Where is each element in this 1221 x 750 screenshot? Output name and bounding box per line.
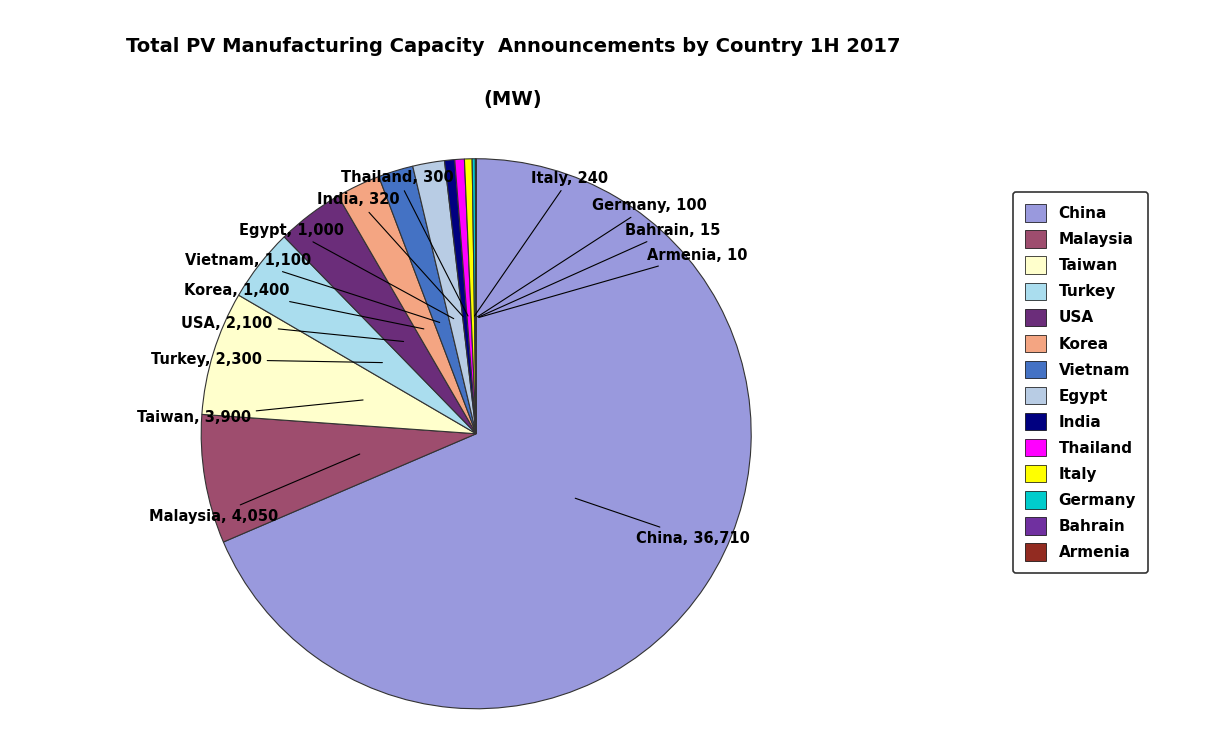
Text: Thailand, 300: Thailand, 300: [342, 170, 468, 316]
Text: Germany, 100: Germany, 100: [477, 198, 707, 316]
Text: Egypt, 1,000: Egypt, 1,000: [239, 223, 454, 319]
Legend: China, Malaysia, Taiwan, Turkey, USA, Korea, Vietnam, Egypt, India, Thailand, It: China, Malaysia, Taiwan, Turkey, USA, Ko…: [1012, 192, 1149, 573]
Wedge shape: [284, 196, 476, 434]
Text: Bahrain, 15: Bahrain, 15: [479, 223, 720, 317]
Text: China, 36,710: China, 36,710: [575, 498, 750, 546]
Text: Vietnam, 1,100: Vietnam, 1,100: [184, 253, 440, 322]
Wedge shape: [473, 159, 476, 434]
Text: Korea, 1,400: Korea, 1,400: [183, 284, 424, 329]
Wedge shape: [444, 160, 476, 434]
Text: Italy, 240: Italy, 240: [475, 170, 608, 316]
Wedge shape: [238, 237, 476, 434]
Wedge shape: [454, 159, 476, 434]
Text: USA, 2,100: USA, 2,100: [181, 316, 404, 341]
Wedge shape: [379, 166, 476, 434]
Text: Taiwan, 3,900: Taiwan, 3,900: [137, 400, 363, 424]
Wedge shape: [413, 160, 476, 434]
Text: Malaysia, 4,050: Malaysia, 4,050: [149, 454, 360, 524]
Wedge shape: [223, 159, 751, 709]
Text: Turkey, 2,300: Turkey, 2,300: [150, 352, 382, 367]
Wedge shape: [201, 414, 476, 542]
Wedge shape: [338, 176, 476, 434]
Text: Total PV Manufacturing Capacity  Announcements by Country 1H 2017: Total PV Manufacturing Capacity Announce…: [126, 38, 900, 56]
Wedge shape: [201, 296, 476, 433]
Text: (MW): (MW): [484, 90, 542, 109]
Text: Armenia, 10: Armenia, 10: [479, 248, 747, 317]
Text: India, 320: India, 320: [316, 193, 463, 316]
Wedge shape: [464, 159, 476, 434]
